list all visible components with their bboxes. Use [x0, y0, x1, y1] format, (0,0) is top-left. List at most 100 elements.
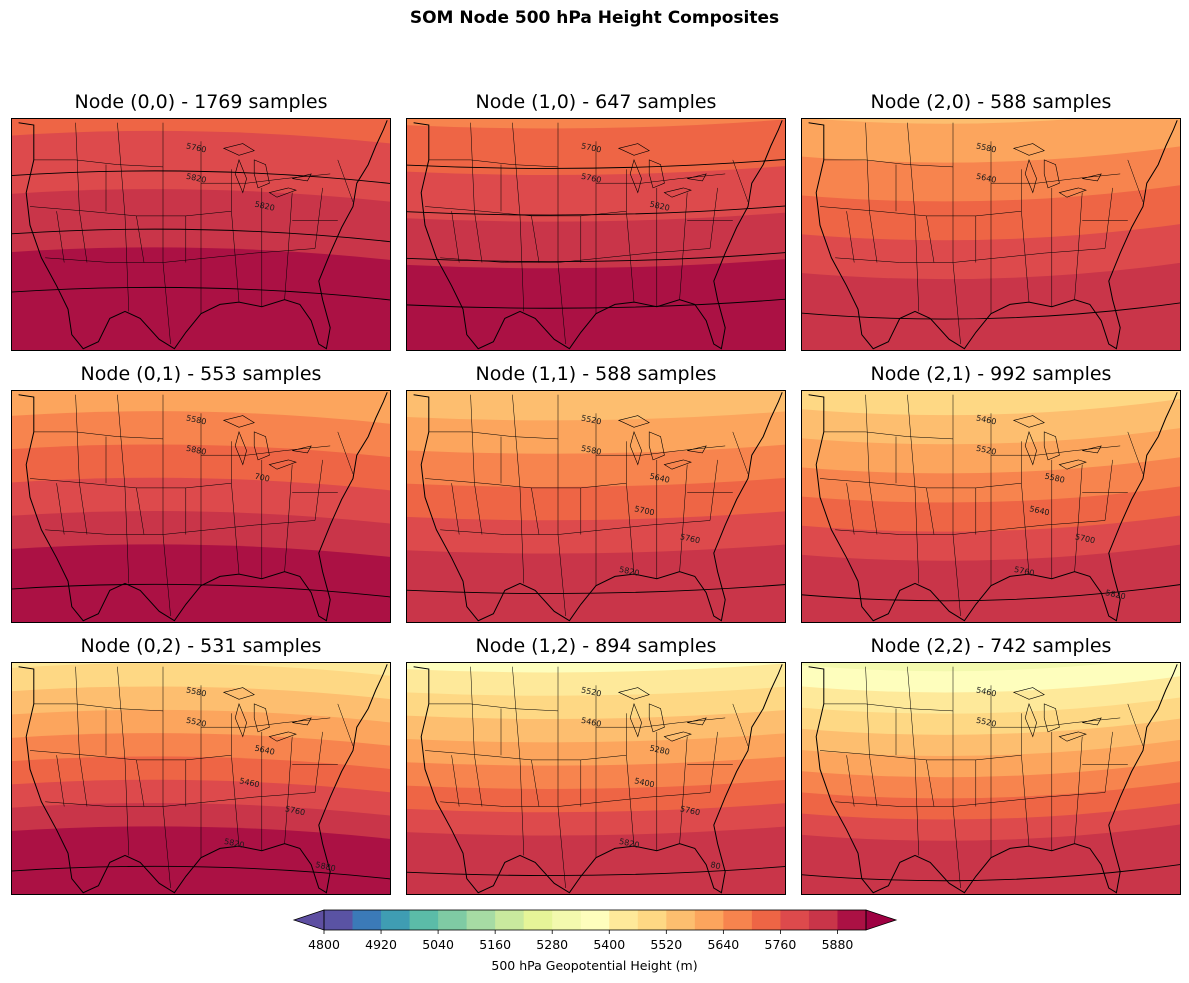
state-border [907, 666, 920, 856]
colorbar-segment [438, 910, 468, 930]
state-border [596, 445, 726, 456]
state-border [117, 666, 130, 856]
contour-label: 5520 [975, 716, 997, 729]
colorbar-segment [780, 910, 810, 930]
great-lake [1024, 158, 1037, 194]
state-border [451, 483, 460, 535]
panel-title: Node (0,0) - 1769 samples [74, 91, 328, 113]
state-border [284, 464, 293, 572]
contour-label: 5460 [239, 776, 261, 789]
contour-line [406, 584, 786, 595]
great-lake [1082, 173, 1102, 182]
contour-line [801, 584, 1181, 602]
state-border [732, 431, 749, 474]
state-border [926, 487, 935, 535]
colorbar [292, 909, 898, 934]
great-lake [234, 702, 247, 738]
great-lake [629, 430, 642, 466]
contour-label: 5760 [679, 804, 701, 817]
colorbar-tick-label: 5520 [650, 937, 683, 952]
state-border [991, 173, 1121, 184]
state-border [823, 431, 954, 440]
state-border [865, 394, 878, 535]
state-border [428, 431, 559, 440]
great-lake [1012, 687, 1045, 700]
colorbar-tick-label: 4800 [308, 937, 340, 952]
coastline [18, 392, 388, 622]
colorbar-segment [466, 910, 496, 930]
state-border [136, 759, 145, 807]
state-border [201, 173, 331, 184]
state-border [470, 394, 483, 535]
state-border [201, 717, 331, 728]
great-lake [1058, 459, 1087, 470]
great-lake [1012, 143, 1045, 156]
great-lake [234, 158, 247, 194]
colorbar-tick-label: 5160 [479, 937, 512, 952]
panel-frame [11, 118, 391, 351]
colorbar-tick-label: 5040 [422, 937, 454, 952]
panel-frame [406, 390, 786, 623]
contour-label: 5820 [223, 837, 245, 850]
contour-label: 5640 [975, 172, 997, 185]
great-lake [1043, 159, 1060, 189]
great-lake [222, 687, 255, 700]
colorbar-tick-label: 5280 [536, 937, 569, 952]
colorbar-tick-label: 4920 [365, 937, 397, 952]
state-border [1074, 464, 1083, 572]
great-lake [648, 431, 665, 461]
state-border [952, 122, 961, 345]
state-border [709, 459, 718, 521]
state-border [679, 192, 688, 300]
colorbar-segment [495, 910, 525, 930]
map-panel-0: 5760 5820 5820 [11, 118, 391, 351]
panel-frame [11, 662, 391, 895]
state-border [596, 717, 726, 728]
great-lake [1082, 717, 1102, 726]
great-lake [268, 187, 297, 198]
state-border [56, 211, 65, 263]
state-border [337, 431, 354, 474]
panel-title: Node (0,2) - 531 samples [80, 635, 322, 657]
state-border [117, 394, 130, 584]
contour-label: 5820 [618, 565, 640, 578]
state-border [314, 187, 323, 249]
map-panel-1: 5700 5760 5820 [406, 118, 786, 351]
contour-label: 80 [710, 860, 722, 871]
contour-label: 5520 [580, 413, 602, 426]
coastline [413, 392, 783, 622]
state-border [470, 666, 483, 807]
state-border [314, 459, 323, 521]
state-border [846, 483, 855, 535]
state-border [136, 215, 145, 263]
state-border [117, 122, 130, 312]
state-border [428, 703, 559, 712]
great-lake [222, 143, 255, 156]
great-lake [663, 731, 692, 742]
contour-label: 5460 [580, 716, 602, 729]
state-border [33, 703, 164, 712]
panel-frame [406, 118, 786, 351]
state-border [926, 759, 935, 807]
contour-label: 5280 [649, 744, 671, 757]
state-border [162, 666, 171, 889]
panel-frame [801, 118, 1181, 351]
contour-label: 5700 [1074, 532, 1096, 545]
panel-title: Node (0,1) - 553 samples [80, 363, 322, 385]
great-lake [1024, 702, 1037, 738]
state-border [136, 487, 145, 535]
state-border [531, 215, 540, 263]
contour-label: 5580 [580, 444, 602, 457]
contour-label: 5760 [284, 804, 306, 817]
panel-frame [801, 390, 1181, 623]
state-border [531, 487, 540, 535]
great-lake [629, 158, 642, 194]
state-border [1104, 731, 1113, 793]
colorbar-extend-max [865, 909, 898, 931]
state-border [1104, 459, 1113, 521]
colorbar-segment [808, 910, 838, 930]
great-lake [1058, 731, 1087, 742]
colorbar-segment [637, 910, 667, 930]
great-lake [292, 717, 312, 726]
state-border [470, 122, 483, 263]
